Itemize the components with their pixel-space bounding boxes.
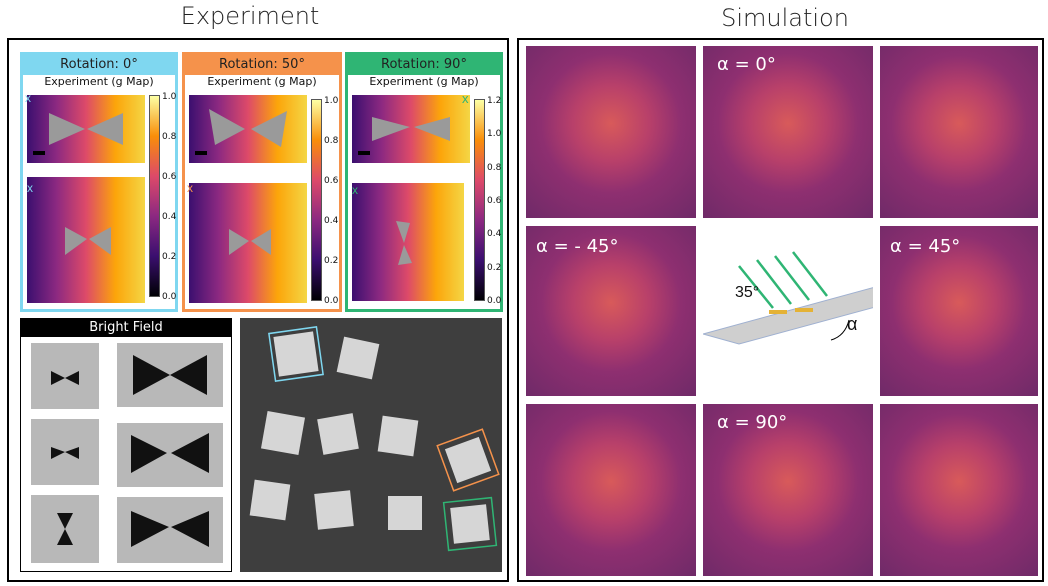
sim-label-alpha-minus-45: α = - 45° (536, 236, 619, 257)
tick-90-2: 0.8 (487, 163, 502, 173)
bf-zoom-bowtie-50 (131, 433, 209, 473)
tick-0-0: 1.0 (162, 92, 177, 102)
rotation-0-header: Rotation: 0° (23, 55, 175, 75)
sim-label-alpha-45: α = 45° (890, 236, 961, 257)
bf-zoom-0 (117, 343, 223, 407)
tick-0-5: 0.0 (162, 292, 177, 302)
gmap-square-50 (189, 183, 307, 303)
rotation-50-box: Rotation: 50° Experiment (g Map) x 1.0 0… (182, 52, 342, 312)
sim-cell-alpha-90: α = 90° (703, 404, 873, 576)
gmap-label-90: Experiment (g Map) (369, 75, 479, 88)
rotation-90-header: Rotation: 90° (348, 55, 500, 75)
bright-field-box: Bright Field (20, 318, 232, 572)
bowtie-mask-0 (33, 113, 123, 155)
colorbar-0 (149, 95, 160, 297)
marker-90-top: x (462, 91, 469, 106)
tick-0-3: 0.4 (162, 212, 177, 222)
square-mask-0 (65, 227, 111, 255)
sim-cell-alpha-minus-45: α = - 45° (526, 226, 696, 396)
gmap-bowtie-50 (189, 95, 307, 163)
tick-0-4: 0.2 (162, 252, 177, 262)
tick-50-0: 1.0 (324, 96, 339, 106)
rotation-90-box: Rotation: 90° Experiment (g Map) x x 1.2… (345, 52, 503, 312)
sim-cell-bottom-left (526, 404, 696, 576)
sim-cell-top-left (526, 46, 696, 218)
rotation-50-header: Rotation: 50° (185, 55, 339, 75)
bowtie-mask-50 (195, 109, 287, 155)
colorbar-50 (311, 99, 322, 301)
bf-zoom-50 (117, 423, 223, 487)
incidence-angle-label: 35° (735, 284, 760, 301)
marker-50-bottom: x (187, 181, 193, 195)
square-mask-90 (396, 221, 412, 265)
bf-zoom-bowtie-90 (131, 511, 209, 547)
marker-0-top: x (25, 91, 31, 105)
marker-90-bottom: x (352, 183, 358, 197)
experiment-panel (7, 38, 509, 582)
bf-bowtie-0 (51, 371, 79, 385)
tick-90-6: 0.0 (487, 296, 502, 306)
gmap-label-0: Experiment (g Map) (44, 75, 154, 88)
tick-50-4: 0.2 (324, 256, 339, 266)
simulation-title: Simulation (721, 4, 849, 32)
sim-schematic: 35° α (701, 226, 880, 396)
gmap-bowtie-90 (352, 95, 470, 163)
bf-bowtie-90 (57, 513, 73, 545)
tick-0-2: 0.6 (162, 172, 177, 182)
marker-0-bottom: x (27, 181, 33, 195)
bf-square-50 (31, 419, 99, 485)
bf-bowtie-50 (51, 447, 79, 459)
rotation-0-box: Rotation: 0° Experiment (g Map) x x 1.0 … (20, 52, 178, 312)
tick-90-4: 0.4 (487, 229, 502, 239)
schematic-drawing (701, 251, 880, 345)
sim-cell-alpha-45: α = 45° (880, 226, 1038, 396)
tick-90-3: 0.6 (487, 196, 502, 206)
alpha-symbol: α (847, 314, 858, 334)
tick-50-3: 0.4 (324, 216, 339, 226)
bf-square-0 (31, 343, 99, 409)
overview-image (240, 318, 502, 572)
overview-squares (249, 326, 500, 552)
simulation-panel (517, 38, 1044, 582)
tick-50-5: 0.0 (324, 296, 339, 306)
experiment-title: Experiment (180, 2, 320, 30)
tick-90-0: 1.2 (487, 96, 502, 106)
bright-field-header: Bright Field (21, 319, 231, 337)
tick-0-1: 0.8 (162, 132, 177, 142)
tick-90-1: 1.0 (487, 129, 502, 139)
gmap-label-50: Experiment (g Map) (207, 75, 317, 88)
sim-label-alpha-90: α = 90° (717, 412, 788, 433)
tick-90-5: 0.2 (487, 263, 502, 273)
sim-cell-alpha-0: α = 0° (703, 46, 873, 218)
gmap-square-0 (27, 177, 145, 303)
bf-zoom-bowtie-0 (133, 355, 207, 395)
gmap-square-90 (352, 183, 464, 301)
colorbar-90 (474, 99, 485, 301)
bowtie-mask-90 (358, 117, 450, 155)
square-mask-50 (229, 229, 271, 255)
sim-label-alpha-0: α = 0° (717, 54, 776, 75)
bf-square-90 (31, 495, 99, 563)
tick-50-2: 0.6 (324, 176, 339, 186)
tick-50-1: 0.8 (324, 136, 339, 146)
bf-zoom-90 (117, 497, 223, 563)
gmap-bowtie-0 (27, 95, 145, 163)
sim-cell-top-right (880, 46, 1038, 218)
sim-cell-bottom-right (880, 404, 1038, 576)
